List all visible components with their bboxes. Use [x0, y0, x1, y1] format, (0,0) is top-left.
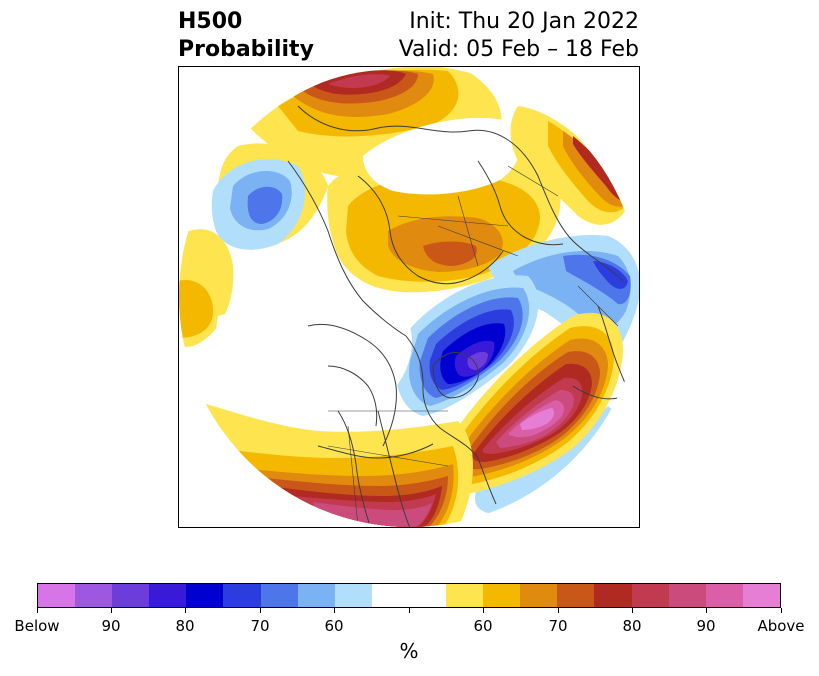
colorbar-swatch [483, 584, 521, 607]
globe [179, 66, 640, 527]
neutral-patch-arctic [363, 117, 521, 195]
title-line-1: H500 [178, 9, 243, 34]
init-date: Init: Thu 20 Jan 2022 [409, 9, 639, 34]
colorbar-tick-label: 60 [324, 617, 344, 635]
colorbar-tick-label: 80 [622, 617, 642, 635]
colorbar-swatch [668, 584, 706, 607]
warm-region-europe [510, 106, 630, 225]
title-line-2: Probability [178, 37, 314, 62]
warm-region-asia [327, 149, 561, 293]
colorbar-tick-mark [260, 608, 261, 613]
neutral-patch-canada [272, 303, 412, 410]
colorbar-tick-label: 70 [548, 617, 568, 635]
chart-title: H500 Probability [178, 8, 314, 64]
colorbar-tick-mark [632, 608, 633, 613]
forecast-dates: Init: Thu 20 Jan 2022 Valid: 05 Feb – 18… [399, 8, 639, 64]
colorbar-tick-label: 60 [473, 617, 493, 635]
colorbar-swatch [631, 584, 669, 607]
colorbar-tick-mark [409, 608, 410, 613]
colorbar-swatch [371, 584, 447, 607]
colorbar-swatch [297, 584, 335, 607]
colorbar-tick-mark [185, 608, 186, 613]
colorbar-swatch [260, 584, 298, 607]
warm-region-atlantic [432, 312, 623, 514]
colorbar-tick-mark [483, 608, 484, 613]
map-border [178, 66, 640, 528]
colorbar-tick-label: 90 [101, 617, 121, 635]
colorbar-swatch [334, 584, 372, 607]
valid-dates: Valid: 05 Feb – 18 Feb [398, 37, 639, 62]
colorbar-swatch [742, 584, 780, 607]
colorbar-tick-label: Above [757, 617, 805, 635]
colorbar-swatch [38, 584, 76, 607]
colorbar-tick-label: 90 [696, 617, 716, 635]
colorbar-swatch [557, 584, 595, 607]
colorbar [37, 583, 781, 608]
colorbar-tick-mark [111, 608, 112, 613]
cool-region-aleutian [211, 159, 306, 250]
colorbar-tick-label: Below [14, 617, 60, 635]
colorbar-tick-mark [781, 608, 782, 613]
colorbar-swatch [112, 584, 150, 607]
colorbar-tick-mark [706, 608, 707, 613]
colorbar-tick-label: 70 [250, 617, 270, 635]
colorbar-tick-mark [334, 608, 335, 613]
colorbar-swatch [705, 584, 743, 607]
colorbar-swatch [594, 584, 632, 607]
colorbar-swatch [446, 584, 484, 607]
colorbar-swatch [223, 584, 261, 607]
colorbar-tick-mark [558, 608, 559, 613]
country-borders [327, 165, 619, 527]
colorbar-swatch [149, 584, 187, 607]
colorbar-swatch [520, 584, 558, 607]
cool-region-greenland [395, 275, 539, 416]
colorbar-swatch [75, 584, 113, 607]
neutral-patch-pacific [215, 312, 289, 408]
colorbar-units: % [399, 639, 419, 663]
colorbar-swatch [186, 584, 224, 607]
colorbar-tick-mark [37, 608, 38, 613]
map-svg [178, 66, 640, 528]
probability-map [178, 66, 640, 528]
colorbar-tick-label: 80 [175, 617, 195, 635]
